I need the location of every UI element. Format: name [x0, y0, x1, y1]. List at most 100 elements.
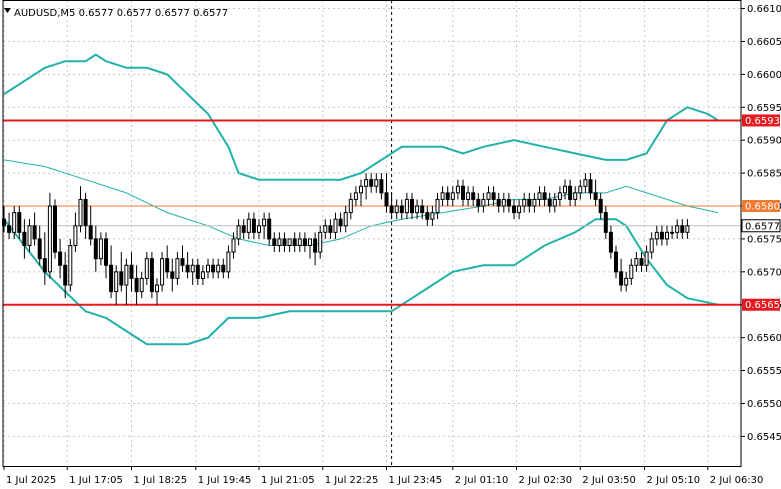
- candle-body-down: [63, 264, 68, 286]
- x-tick-label: 1 Jul 18:25: [134, 475, 188, 486]
- x-tick-label: 1 Jul 21:05: [261, 475, 315, 486]
- x-tick-label: 1 Jul 2025: [6, 475, 56, 486]
- candle-body-up: [557, 192, 562, 200]
- candle-body-up: [665, 231, 669, 240]
- candle: [206, 258, 210, 279]
- candle: [563, 179, 567, 200]
- candle: [323, 219, 328, 239]
- candle-body-up: [675, 225, 680, 233]
- candle: [297, 232, 302, 253]
- candle-body-up: [246, 218, 251, 233]
- candle: [318, 225, 323, 259]
- candle: [170, 258, 175, 292]
- candle: [644, 245, 649, 272]
- candle: [58, 238, 63, 279]
- candle: [302, 232, 307, 253]
- candle: [98, 232, 103, 266]
- x-tick-label: 1 Jul 23:45: [389, 475, 443, 486]
- candle: [149, 252, 154, 299]
- candle: [552, 192, 557, 213]
- candle-body-up: [12, 212, 17, 233]
- candle-body-up: [160, 258, 165, 286]
- candle: [496, 192, 501, 213]
- plot-frame: [2, 0, 742, 467]
- candle: [257, 219, 261, 239]
- x-tick-label: 1 Jul 22:25: [325, 475, 379, 486]
- candle: [389, 192, 394, 220]
- candle: [359, 179, 363, 207]
- candle: [241, 219, 246, 239]
- candlesticks: [2, 173, 690, 305]
- upper-band-line: [3, 53, 719, 181]
- candle-body-up: [440, 192, 445, 200]
- x-tick-label: 1 Jul 19:45: [198, 475, 252, 486]
- candle-body-up: [175, 258, 180, 279]
- candle-body-down: [619, 271, 624, 286]
- candle: [353, 186, 358, 207]
- candle-body-up: [343, 212, 348, 227]
- candle: [665, 225, 669, 246]
- menu-triangle-icon[interactable]: [4, 8, 11, 13]
- candle: [343, 206, 348, 233]
- candle-body-up: [206, 264, 210, 273]
- candle-body-up: [394, 205, 399, 214]
- candle: [114, 265, 119, 305]
- candle: [471, 186, 476, 207]
- y-tick-label: 0.6560: [747, 333, 781, 344]
- candle-body-up: [481, 198, 486, 207]
- candle-body-down: [369, 179, 374, 187]
- candle: [27, 219, 32, 253]
- symbol-header: AUDUSD,M5 0.6577 0.6577 0.6577 0.6577: [14, 8, 228, 19]
- candle: [348, 192, 353, 220]
- candle: [481, 192, 486, 213]
- candle-body-down: [588, 179, 593, 194]
- candle: [190, 258, 195, 285]
- candle-body-up: [634, 258, 639, 266]
- candle-body-up: [374, 179, 379, 187]
- candle: [109, 245, 114, 299]
- candle-body-up: [552, 198, 557, 207]
- current-price-tag: [741, 219, 781, 233]
- candle: [659, 225, 664, 246]
- candle-body-down: [445, 192, 450, 200]
- candle-body-down: [282, 238, 287, 247]
- candle: [78, 186, 83, 233]
- candle-body-up: [353, 192, 358, 200]
- candle-body-down: [267, 218, 272, 240]
- candle: [624, 271, 629, 292]
- price-level-tag-label: 0.6580: [745, 202, 780, 213]
- candle: [394, 199, 399, 220]
- candle: [374, 173, 379, 193]
- price-level-tag: [742, 114, 780, 127]
- candle: [629, 258, 634, 285]
- candle: [415, 199, 420, 220]
- candle-body-down: [547, 198, 552, 207]
- candle-body-down: [93, 238, 98, 260]
- candle-body-up: [68, 245, 73, 286]
- candle: [501, 192, 506, 213]
- candle-body-down: [109, 264, 114, 293]
- y-tick-label: 0.6590: [747, 136, 781, 147]
- price-level-tag-label: 0.6565: [745, 300, 780, 311]
- candle-body-down: [496, 198, 501, 207]
- candle: [231, 232, 236, 259]
- candle-body-up: [287, 238, 292, 247]
- x-tick-label: 2 Jul 03:50: [582, 475, 636, 486]
- candle: [578, 179, 583, 200]
- candle: [603, 206, 608, 239]
- candle-body-up: [333, 218, 338, 233]
- candle: [328, 219, 333, 239]
- candle-body-down: [659, 231, 664, 240]
- candle-body-down: [399, 205, 404, 214]
- candle-body-down: [292, 238, 297, 247]
- candle-body-up: [430, 212, 435, 220]
- candle-body-down: [608, 231, 613, 253]
- candle-body-down: [241, 225, 246, 233]
- candle-body-down: [42, 258, 47, 273]
- price-level-tag-label: 0.6593: [745, 116, 780, 127]
- candle-body-down: [568, 185, 573, 200]
- candle: [420, 199, 425, 220]
- candle-body-up: [415, 205, 420, 214]
- x-tick-label: 1 Jul 17:05: [69, 475, 123, 486]
